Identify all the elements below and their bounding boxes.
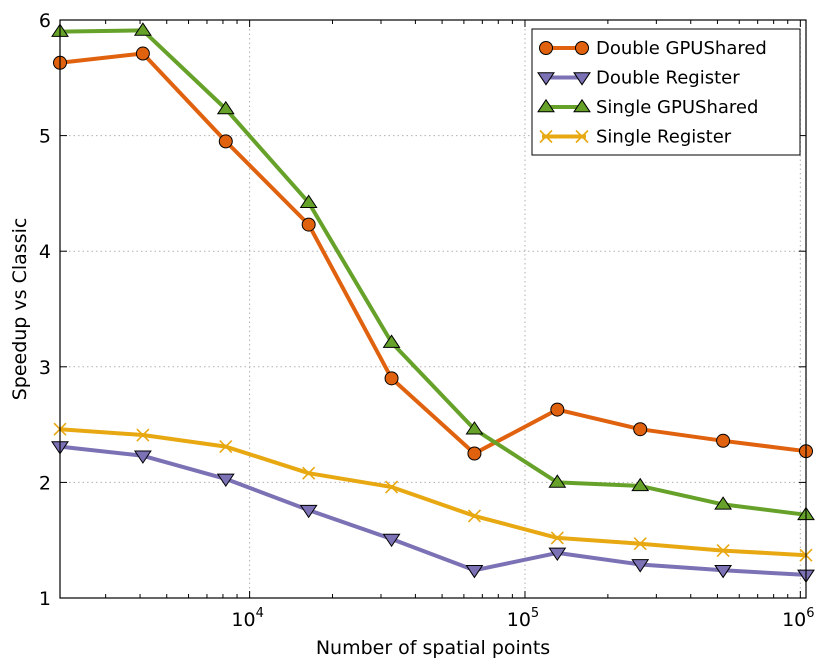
y-tick-label: 3 [39,357,51,379]
legend-marker [537,72,555,86]
data-point [548,547,567,562]
plot-frame [59,19,807,599]
legend-marker [539,129,553,144]
data-point [714,496,733,510]
data-point [382,334,401,348]
y-tick-label: 6 [39,10,51,32]
series-line [59,51,807,456]
legend-item: Double GPUShared [539,38,767,59]
data-point [218,134,233,149]
data-point [384,480,399,494]
data-point [136,428,150,442]
data-point [716,433,731,448]
data-point [548,474,567,488]
data-point [135,46,150,61]
data-point [216,473,235,488]
data-point [133,22,152,36]
y-tick-label: 5 [39,126,51,148]
x-tick-label: 106 [782,606,814,631]
series-single-register [53,422,813,562]
data-point [382,533,401,548]
x-tick-label: 104 [231,606,263,631]
data-point [216,100,235,115]
series-double-register [51,441,815,583]
x-axis-label: Number of spatial points [316,637,550,659]
data-point [467,509,482,523]
series-layer [51,22,815,583]
axis-ticks: 1 2 3 4 5 6 104 105 106 [39,10,815,631]
y-axis-label: Speedup vs Classic [9,218,31,401]
legend-label: Single GPUShared [596,97,758,118]
series-line [59,28,807,517]
data-point [633,537,647,551]
data-point [301,217,316,232]
data-point [465,421,484,435]
series-single-gpushared [51,22,815,521]
legend-label: Double Register [596,68,740,89]
series-line [59,427,807,558]
data-point [384,371,399,386]
legend-marker [575,41,589,55]
legend-label: Double GPUShared [596,38,767,59]
data-point [302,466,316,480]
legend-marker [573,72,591,86]
data-point [714,564,733,579]
y-tick-label: 1 [39,588,51,610]
data-point [550,531,564,545]
data-point [133,450,152,464]
legend-marker [573,98,591,113]
legend-marker [575,129,589,144]
data-point [299,504,318,519]
data-point [631,559,650,573]
x-tick-label: 105 [507,606,539,631]
legend-marker [537,98,555,113]
data-point [465,564,484,579]
legend-item: Double Register [537,68,740,89]
data-point [299,194,318,208]
series-line [59,444,807,577]
data-point [467,446,482,461]
legend-item: Single Register [539,127,732,148]
data-point [633,422,648,437]
data-point [716,544,730,558]
y-tick-label: 2 [39,472,51,494]
data-point [631,477,650,492]
legend-marker [539,41,553,55]
legend-item: Single GPUShared [537,97,758,118]
legend: Double GPUShared Double Register Single GP… [531,28,801,156]
data-point [219,439,233,454]
y-tick-label: 4 [39,241,51,263]
data-point [550,402,565,417]
legend-label: Single Register [596,127,732,148]
